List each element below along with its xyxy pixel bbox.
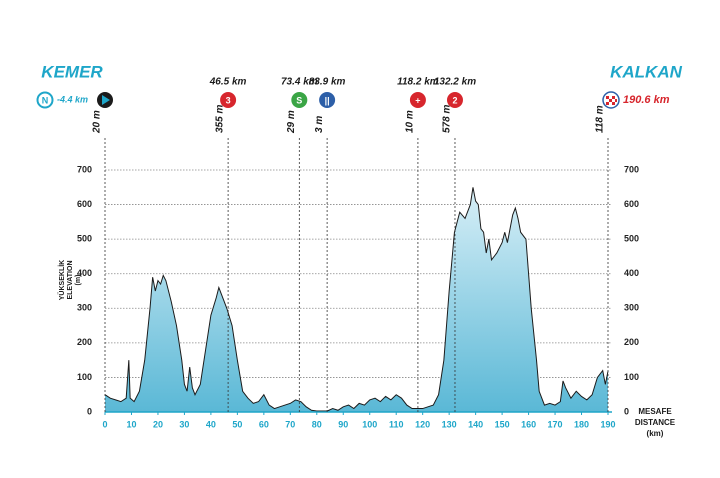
- x-tick-label: 170: [548, 419, 563, 429]
- y-axis-label: YÜKSEKLİK: [57, 260, 66, 300]
- y-tick-label: 100: [77, 372, 92, 382]
- x-tick-label: 80: [312, 419, 322, 429]
- y-tick-label: 700: [77, 164, 92, 174]
- y-tick-label: 500: [77, 234, 92, 244]
- x-axis-label: (km): [647, 429, 664, 438]
- y-tick-label: 400: [77, 268, 92, 278]
- x-tick-label: 140: [468, 419, 483, 429]
- waypoint-icon: [319, 92, 336, 108]
- x-tick-label: 40: [206, 419, 216, 429]
- y-axis-label: ELEVATION: [67, 260, 74, 299]
- elevation-line: [104, 187, 609, 412]
- y-tick-label-right: 500: [624, 234, 639, 244]
- y-tick-label: 600: [77, 199, 92, 209]
- waypoint-badge: 3: [226, 95, 231, 105]
- waypoint-distance: 46.5 km: [209, 77, 247, 88]
- x-axis-label: MESAFE: [638, 407, 672, 416]
- x-tick-label: 0: [102, 419, 107, 429]
- y-axis-label: (m): [75, 275, 82, 286]
- y-tick-label-right: 400: [624, 268, 639, 278]
- x-tick-label: 10: [126, 419, 136, 429]
- y-tick-label-right: 100: [624, 372, 639, 382]
- x-tick-label: 90: [338, 419, 348, 429]
- x-tick-label: 60: [259, 419, 269, 429]
- start-elevation: 20 m: [92, 110, 103, 134]
- y-tick-label: 200: [77, 337, 92, 347]
- waypoint-elevation: 10 m: [405, 110, 416, 133]
- checker-icon: [606, 96, 617, 105]
- y-tick-label: 0: [87, 406, 92, 416]
- finish-distance: 190.6 km: [623, 94, 670, 106]
- waypoint-elevation: 29 m: [286, 110, 297, 134]
- waypoint-distance: 132.2 km: [434, 77, 476, 88]
- waypoint-icon: [291, 92, 308, 108]
- waypoint-badge: S: [296, 95, 302, 105]
- y-tick-label-right: 700: [624, 164, 639, 174]
- start-name: KEMER: [41, 62, 103, 81]
- elevation-area: [105, 187, 608, 412]
- start-offset: -4.4 km: [57, 94, 88, 104]
- x-tick-label: 160: [521, 419, 536, 429]
- x-tick-label: 50: [232, 419, 242, 429]
- play-icon: [102, 95, 110, 105]
- waypoint-distance: 83.9 km: [309, 77, 346, 88]
- waypoint-icon: [409, 92, 426, 108]
- x-tick-label: 130: [442, 419, 457, 429]
- start-badge: N: [42, 95, 49, 105]
- y-tick-label-right: 600: [624, 199, 639, 209]
- waypoint-icon: [220, 92, 237, 108]
- finish-name: KALKAN: [610, 62, 682, 81]
- start-badge-icon: [36, 91, 54, 109]
- finish-elevation: 118 m: [595, 105, 606, 133]
- y-tick-label: 300: [77, 303, 92, 313]
- waypoint-distance: 73.4 km: [281, 77, 318, 88]
- x-tick-label: 150: [495, 419, 510, 429]
- y-tick-label-right: 200: [624, 337, 639, 347]
- waypoint-distance: 118.2 km: [397, 77, 439, 88]
- waypoint-badge: +: [415, 95, 420, 105]
- waypoint-icon: [446, 92, 463, 108]
- x-axis-label: DISTANCE: [635, 418, 676, 427]
- x-tick-label: 30: [179, 419, 189, 429]
- y-tick-label-right: 300: [624, 303, 639, 313]
- waypoint-badge: 2: [452, 95, 457, 105]
- x-tick-label: 20: [153, 419, 163, 429]
- x-tick-label: 190: [600, 419, 615, 429]
- x-tick-label: 120: [415, 419, 430, 429]
- x-tick-label: 180: [574, 419, 589, 429]
- x-tick-label: 110: [389, 419, 404, 429]
- x-tick-label: 100: [362, 419, 377, 429]
- waypoint-badge: ||: [325, 95, 330, 105]
- waypoint-elevation: 578 m: [442, 105, 453, 133]
- x-tick-label: 70: [285, 419, 295, 429]
- y-tick-label-right: 0: [624, 406, 629, 416]
- waypoint-elevation: 355 m: [215, 105, 226, 133]
- waypoint-elevation: 3 m: [314, 116, 325, 133]
